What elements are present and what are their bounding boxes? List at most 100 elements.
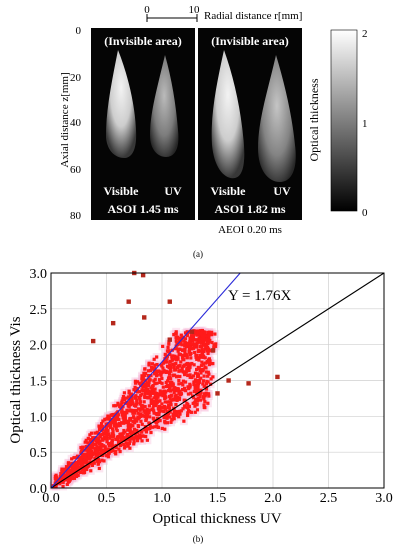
- scatter-point: [119, 435, 123, 440]
- scatter-point: [114, 437, 118, 441]
- scatter-point: [189, 410, 194, 414]
- scatter-point: [199, 349, 203, 353]
- scatter-point: [172, 388, 176, 392]
- scatter-point: [93, 446, 97, 451]
- scatter-point: [142, 383, 146, 388]
- scatter-point: [129, 425, 133, 429]
- scatter-point: [156, 425, 161, 429]
- scatter-point: [174, 355, 178, 359]
- scatter-point: [161, 344, 165, 348]
- chart-lines: [50, 272, 385, 489]
- scatter-point: [182, 372, 187, 376]
- scatter-point: [204, 344, 208, 349]
- scatter-point: [165, 410, 169, 414]
- scatter-point: [173, 410, 178, 414]
- scatter-point: [152, 357, 156, 361]
- scatter-point: [176, 395, 180, 399]
- scatter-point: [140, 377, 144, 381]
- x-tick-label: 0.5: [98, 491, 116, 506]
- scatter-point: [128, 439, 132, 443]
- y-tick-label: 2.5: [30, 303, 48, 318]
- colorbar-tick-0: 0: [362, 207, 368, 219]
- scatter-point: [173, 386, 177, 390]
- scatter-point: [111, 420, 116, 425]
- scatter-point: [122, 418, 126, 422]
- scatter-point: [130, 396, 134, 400]
- fit-line-label: Y = 1.76X: [228, 288, 291, 304]
- scatter-point: [126, 425, 131, 430]
- scatter-point: [158, 419, 162, 423]
- scatter-point: [100, 458, 104, 462]
- scatter-point: [90, 449, 94, 454]
- scatter-point: [197, 329, 201, 333]
- scatter-point: [148, 424, 152, 428]
- scatter-point: [86, 441, 90, 445]
- scatter-point: [140, 404, 144, 408]
- scatter-point: [188, 362, 192, 366]
- scatter-point: [181, 370, 185, 374]
- scatter-point: [152, 411, 156, 415]
- scatter-point: [189, 351, 193, 355]
- scatter-point: [149, 430, 153, 435]
- scatter-point: [93, 442, 97, 446]
- scatter-point: [182, 398, 186, 402]
- scatter-point: [160, 426, 164, 431]
- scatter-point: [129, 423, 133, 427]
- outlier-point: [210, 348, 216, 353]
- scatter-point: [104, 432, 108, 436]
- scatter-point: [181, 407, 185, 411]
- scatter-point: [210, 340, 214, 345]
- scatter-point: [206, 351, 210, 356]
- scatter-point: [110, 447, 115, 452]
- scatter-point: [207, 372, 211, 376]
- scatter-point: [196, 383, 200, 388]
- uv-label: UV: [164, 184, 182, 198]
- scatter-point: [96, 452, 100, 456]
- scatter-point: [159, 370, 164, 374]
- scatter-point: [166, 370, 171, 374]
- scatter-point: [200, 339, 204, 343]
- scatter-point: [199, 337, 203, 341]
- scatter-point: [188, 338, 192, 342]
- scatter-point: [98, 460, 102, 464]
- scatter-point: [124, 441, 128, 445]
- scatter-point: [168, 396, 172, 400]
- scatter-point: [129, 398, 133, 402]
- scatter-point: [60, 469, 64, 473]
- scatter-point: [125, 411, 129, 415]
- scatter-point: [76, 470, 81, 474]
- scatter-point: [209, 382, 213, 386]
- scatter-point: [202, 384, 207, 388]
- scatter-point: [174, 402, 178, 407]
- scatter-point: [131, 415, 136, 419]
- scatter-point: [162, 415, 166, 420]
- scatter-point: [80, 465, 84, 469]
- scatter-point: [177, 382, 181, 386]
- scatter-point: [186, 411, 190, 415]
- scatter-point: [157, 404, 162, 409]
- scatter-point: [173, 332, 178, 336]
- scatter-point: [102, 431, 106, 435]
- x-tick-label: 3.0: [375, 491, 393, 506]
- scatter-point: [84, 461, 89, 465]
- scatter-point: [207, 358, 211, 362]
- scatter-point: [83, 459, 87, 463]
- outlier-point: [226, 378, 231, 383]
- scatter-point: [168, 352, 172, 357]
- scatter-point: [195, 399, 200, 403]
- scatter-point: [76, 473, 80, 477]
- scatter-point: [182, 419, 186, 423]
- scatter-point: [176, 335, 180, 339]
- scatter-point: [153, 381, 157, 385]
- colorbar-tick-2: 2: [362, 28, 368, 40]
- scatter-point: [138, 397, 142, 401]
- scatter-point: [138, 400, 143, 404]
- scatter-point: [90, 461, 94, 465]
- scatter-point: [194, 354, 198, 358]
- scatter-point: [97, 428, 102, 432]
- scatter-point: [104, 448, 108, 452]
- scatter-point: [155, 355, 159, 359]
- scatter-point: [206, 374, 210, 378]
- scatter-point: [201, 362, 205, 366]
- scatter-point: [153, 377, 157, 381]
